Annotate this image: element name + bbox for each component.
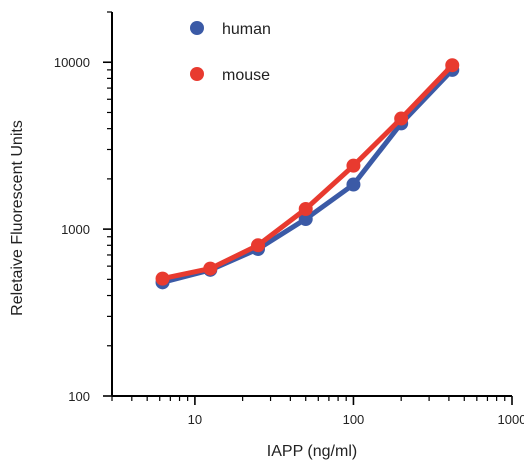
y-tick-label: 1000 <box>61 222 90 237</box>
y-tick-label: 10000 <box>54 55 90 70</box>
series-line-human <box>160 67 455 285</box>
legend: human mouse <box>190 21 271 84</box>
data-point-human <box>346 177 361 192</box>
data-point-mouse <box>155 271 170 286</box>
y-axis-label: Reletaive Fluorescent Units <box>9 120 26 316</box>
data-point-mouse <box>203 261 218 276</box>
data-point-mouse <box>394 111 409 126</box>
data-point-mouse <box>298 201 313 216</box>
series-line-mouse <box>160 62 455 282</box>
data-point-human <box>298 211 313 226</box>
data-point-mouse <box>346 158 361 173</box>
ticks <box>103 11 513 405</box>
series-human <box>155 62 460 290</box>
series-mouse <box>155 58 460 286</box>
tick-labels: 10 100 1000 100 1000 10000 <box>54 55 524 427</box>
legend-label-mouse: mouse <box>222 67 270 84</box>
x-axis-label: IAPP (ng/ml) <box>267 443 357 460</box>
legend-marker-human <box>190 21 204 35</box>
data-point-mouse <box>445 58 460 73</box>
x-tick-label: 1000 <box>498 412 524 427</box>
legend-marker-mouse <box>190 67 204 81</box>
data-point-mouse <box>250 238 265 253</box>
axes <box>111 12 512 397</box>
legend-label-human: human <box>222 21 271 38</box>
x-tick-label: 100 <box>343 412 365 427</box>
y-tick-label: 100 <box>68 389 90 404</box>
series-layer <box>155 58 460 290</box>
x-tick-label: 10 <box>188 412 202 427</box>
